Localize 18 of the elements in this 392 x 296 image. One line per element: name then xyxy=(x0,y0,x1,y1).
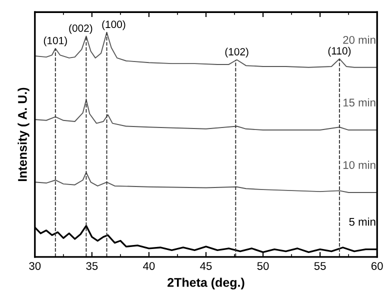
series-label: 15 min xyxy=(343,98,376,107)
x-tick-label: 40 xyxy=(143,262,155,270)
annotation: (102) xyxy=(225,48,248,58)
x-tick-label: 50 xyxy=(257,262,269,270)
annotation: (110) xyxy=(328,46,351,57)
y-axis-title: Intensity ( A. U.) xyxy=(18,88,30,182)
x-tick-label: 30 xyxy=(29,262,41,270)
x-tick-label: 45 xyxy=(200,262,212,270)
series-label: 20 min xyxy=(343,36,376,44)
x-tick-label: 55 xyxy=(314,262,326,270)
x-axis-title: 2Theta (deg.) xyxy=(168,278,244,290)
x-tick-label: 35 xyxy=(86,262,98,270)
text: 5 min xyxy=(349,218,376,226)
annotation: (002) xyxy=(69,24,92,34)
x-tick-label: 60 xyxy=(371,262,383,270)
annotation: (101) xyxy=(44,36,67,46)
series-label: 10 min xyxy=(343,160,376,169)
annotation: (100) xyxy=(102,20,126,30)
